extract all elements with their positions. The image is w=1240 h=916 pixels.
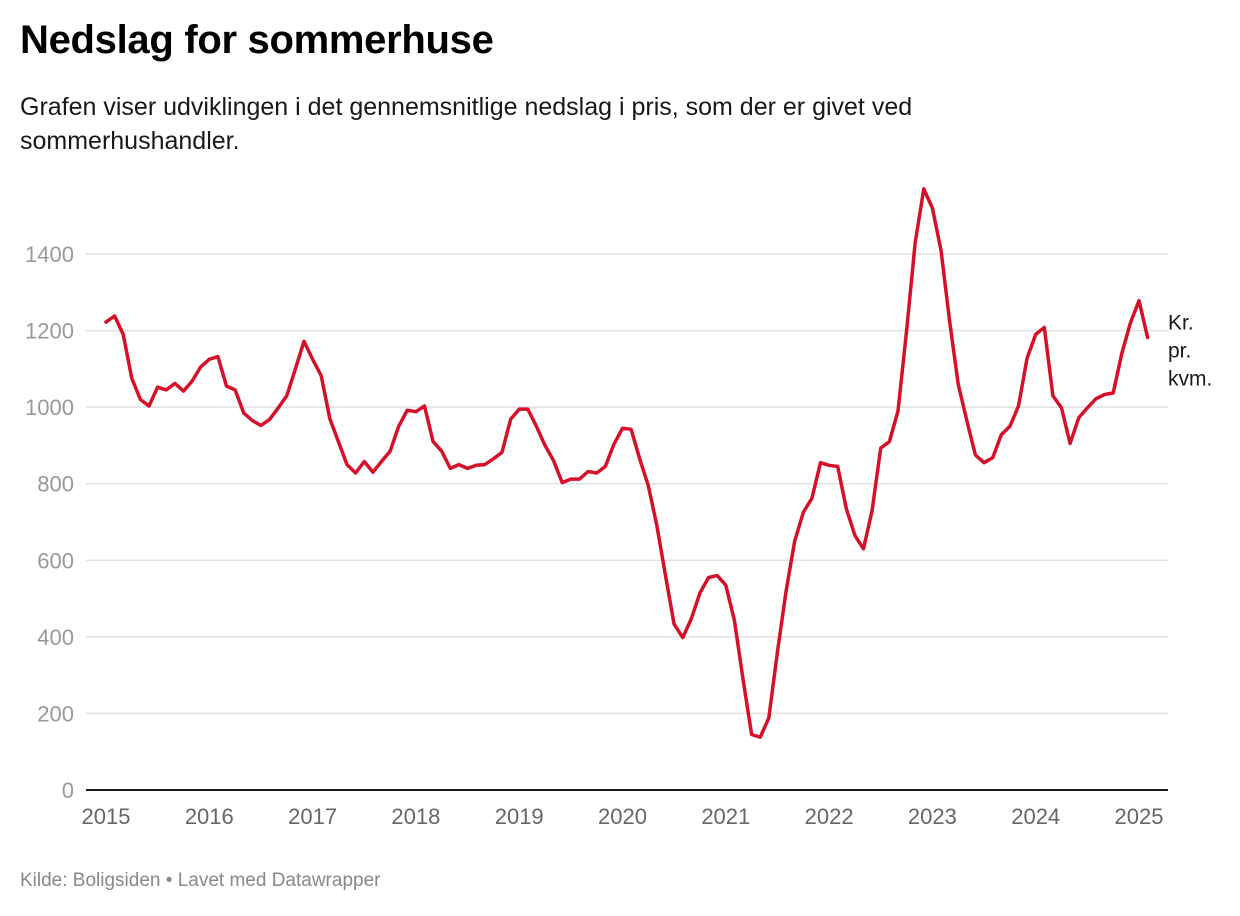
y-tick-label: 600 xyxy=(37,548,74,573)
chart-subtitle: Grafen viser udviklingen i det gennemsni… xyxy=(20,93,913,155)
y-tick-label: 1200 xyxy=(25,319,74,344)
x-tick-label: 2022 xyxy=(805,804,854,829)
y-tick-label: 800 xyxy=(37,472,74,497)
x-tick-label: 2020 xyxy=(598,804,647,829)
x-tick-label: 2024 xyxy=(1011,804,1060,829)
x-tick-label: 2015 xyxy=(82,804,131,829)
x-tick-label: 2019 xyxy=(495,804,544,829)
gridlines xyxy=(86,253,1168,715)
series-label: Kr. pr. kvm. xyxy=(1168,311,1212,390)
y-axis-ticks: 0 200 400 600 800 1000 1200 1400 xyxy=(25,242,74,803)
source-label: Kilde: Boligsiden xyxy=(20,870,161,891)
made-with-link[interactable]: Lavet med Datawrapper xyxy=(177,870,381,891)
series-label-line: kvm. xyxy=(1168,367,1212,390)
series-label-line: pr. xyxy=(1168,339,1191,362)
y-tick-label: 400 xyxy=(37,625,74,650)
x-tick-label: 2025 xyxy=(1115,804,1164,829)
x-tick-label: 2016 xyxy=(185,804,234,829)
series-line xyxy=(104,187,1150,739)
footer: Kilde: Boligsiden • Lavet med Datawrappe… xyxy=(20,870,380,892)
series-layer xyxy=(104,187,1150,739)
y-tick-label: 0 xyxy=(62,778,74,803)
footer-separator: • xyxy=(165,870,173,891)
x-tick-label: 2023 xyxy=(908,804,957,829)
chart-title: Nedslag for sommerhuse xyxy=(20,18,494,62)
x-tick-label: 2021 xyxy=(701,804,750,829)
y-tick-label: 1400 xyxy=(25,242,74,267)
series-label-line: Kr. xyxy=(1168,311,1194,334)
y-tick-label: 1000 xyxy=(25,395,74,420)
x-axis-ticks: 2015 2016 2017 2018 2019 2020 2021 2022 2023 2024… xyxy=(82,804,1164,829)
x-tick-label: 2018 xyxy=(391,804,440,829)
y-tick-label: 200 xyxy=(37,701,74,726)
x-tick-label: 2017 xyxy=(288,804,337,829)
